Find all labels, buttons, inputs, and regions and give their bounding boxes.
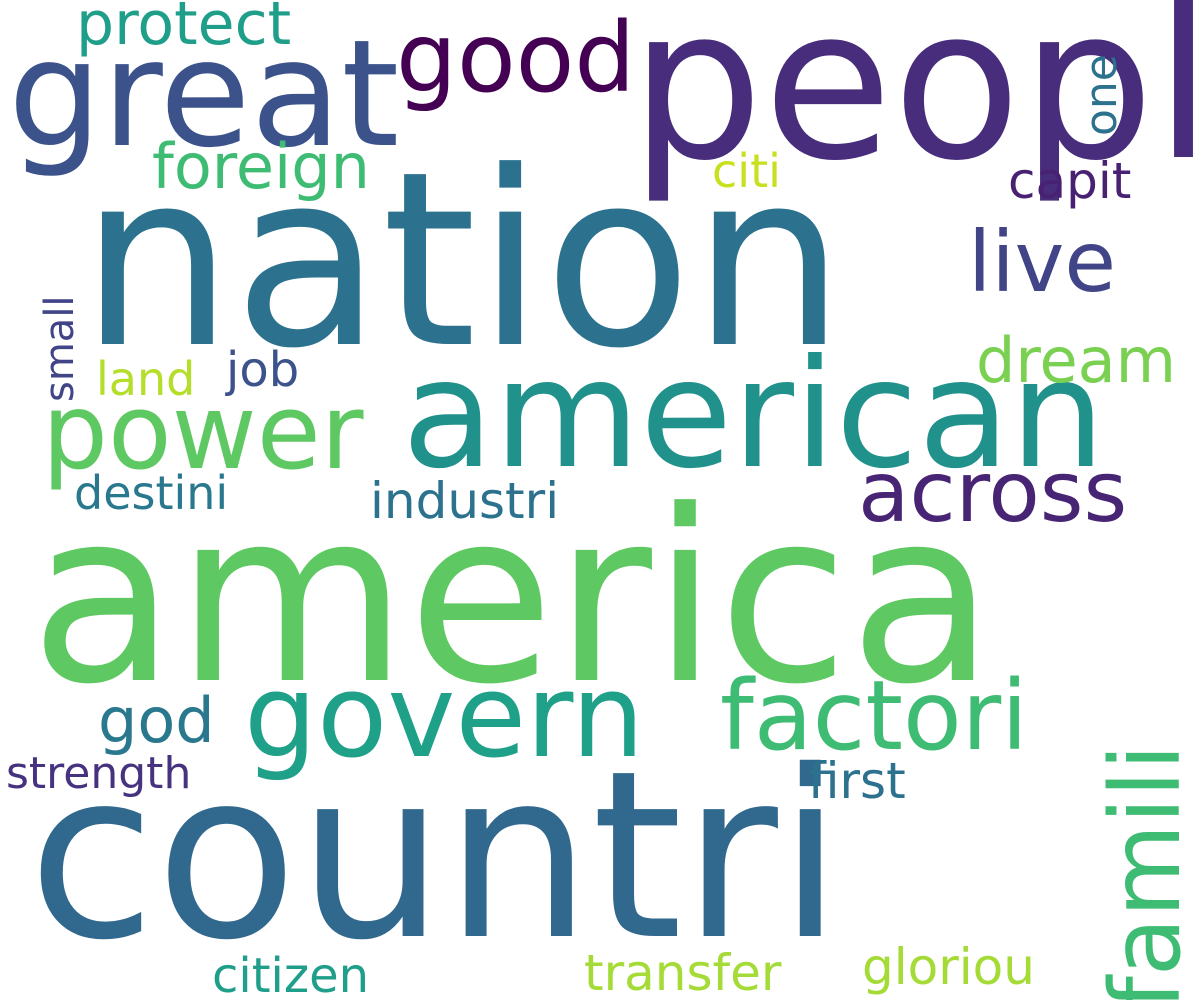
word-god: god <box>98 684 215 757</box>
word-foreign: foreign <box>152 130 370 203</box>
word-land: land <box>96 352 196 406</box>
word-peopl: peopl <box>630 0 1200 207</box>
word-industri: industri <box>370 472 560 530</box>
word-great: great <box>8 8 400 180</box>
word-famili: famili <box>1090 743 1200 1000</box>
word-govern: govern <box>244 650 645 784</box>
word-america: america <box>30 460 995 737</box>
word-gloriou: gloriou <box>862 938 1035 996</box>
word-countri: countri <box>28 721 843 991</box>
word-citizen: citizen <box>212 948 370 1000</box>
word-across: across <box>858 443 1128 541</box>
word-american: american <box>402 328 1106 502</box>
word-transfer: transfer <box>584 944 782 1000</box>
word-power: power <box>42 371 364 493</box>
word-good: good <box>396 2 636 114</box>
word-citi: citi <box>712 144 781 198</box>
word-one: one <box>1076 54 1127 136</box>
word-job: job <box>226 342 300 398</box>
word-live: live <box>968 213 1117 311</box>
word-strength: strength <box>6 748 192 799</box>
word-small: small <box>37 295 83 402</box>
word-destini: destini <box>74 466 229 520</box>
word-factori: factori <box>720 660 1028 772</box>
word-nation: nation <box>80 120 846 402</box>
word-capit: capit <box>1008 152 1132 210</box>
word-protect: protect <box>76 0 292 59</box>
word-dream: dream <box>976 324 1177 397</box>
word-first: first <box>808 752 906 810</box>
